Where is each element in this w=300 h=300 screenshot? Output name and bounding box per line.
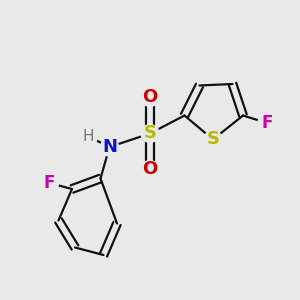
Circle shape (141, 88, 159, 106)
Text: H: H (83, 129, 94, 144)
Circle shape (80, 128, 98, 146)
Text: S: S (206, 130, 220, 148)
Circle shape (40, 174, 58, 192)
Text: N: N (102, 138, 117, 156)
Circle shape (100, 138, 118, 156)
Text: F: F (261, 114, 273, 132)
Circle shape (141, 160, 159, 178)
Text: O: O (142, 88, 158, 106)
Circle shape (204, 130, 222, 148)
Circle shape (258, 114, 276, 132)
Text: O: O (142, 160, 158, 178)
Text: S: S (143, 124, 157, 142)
Text: F: F (44, 174, 55, 192)
Circle shape (141, 124, 159, 142)
